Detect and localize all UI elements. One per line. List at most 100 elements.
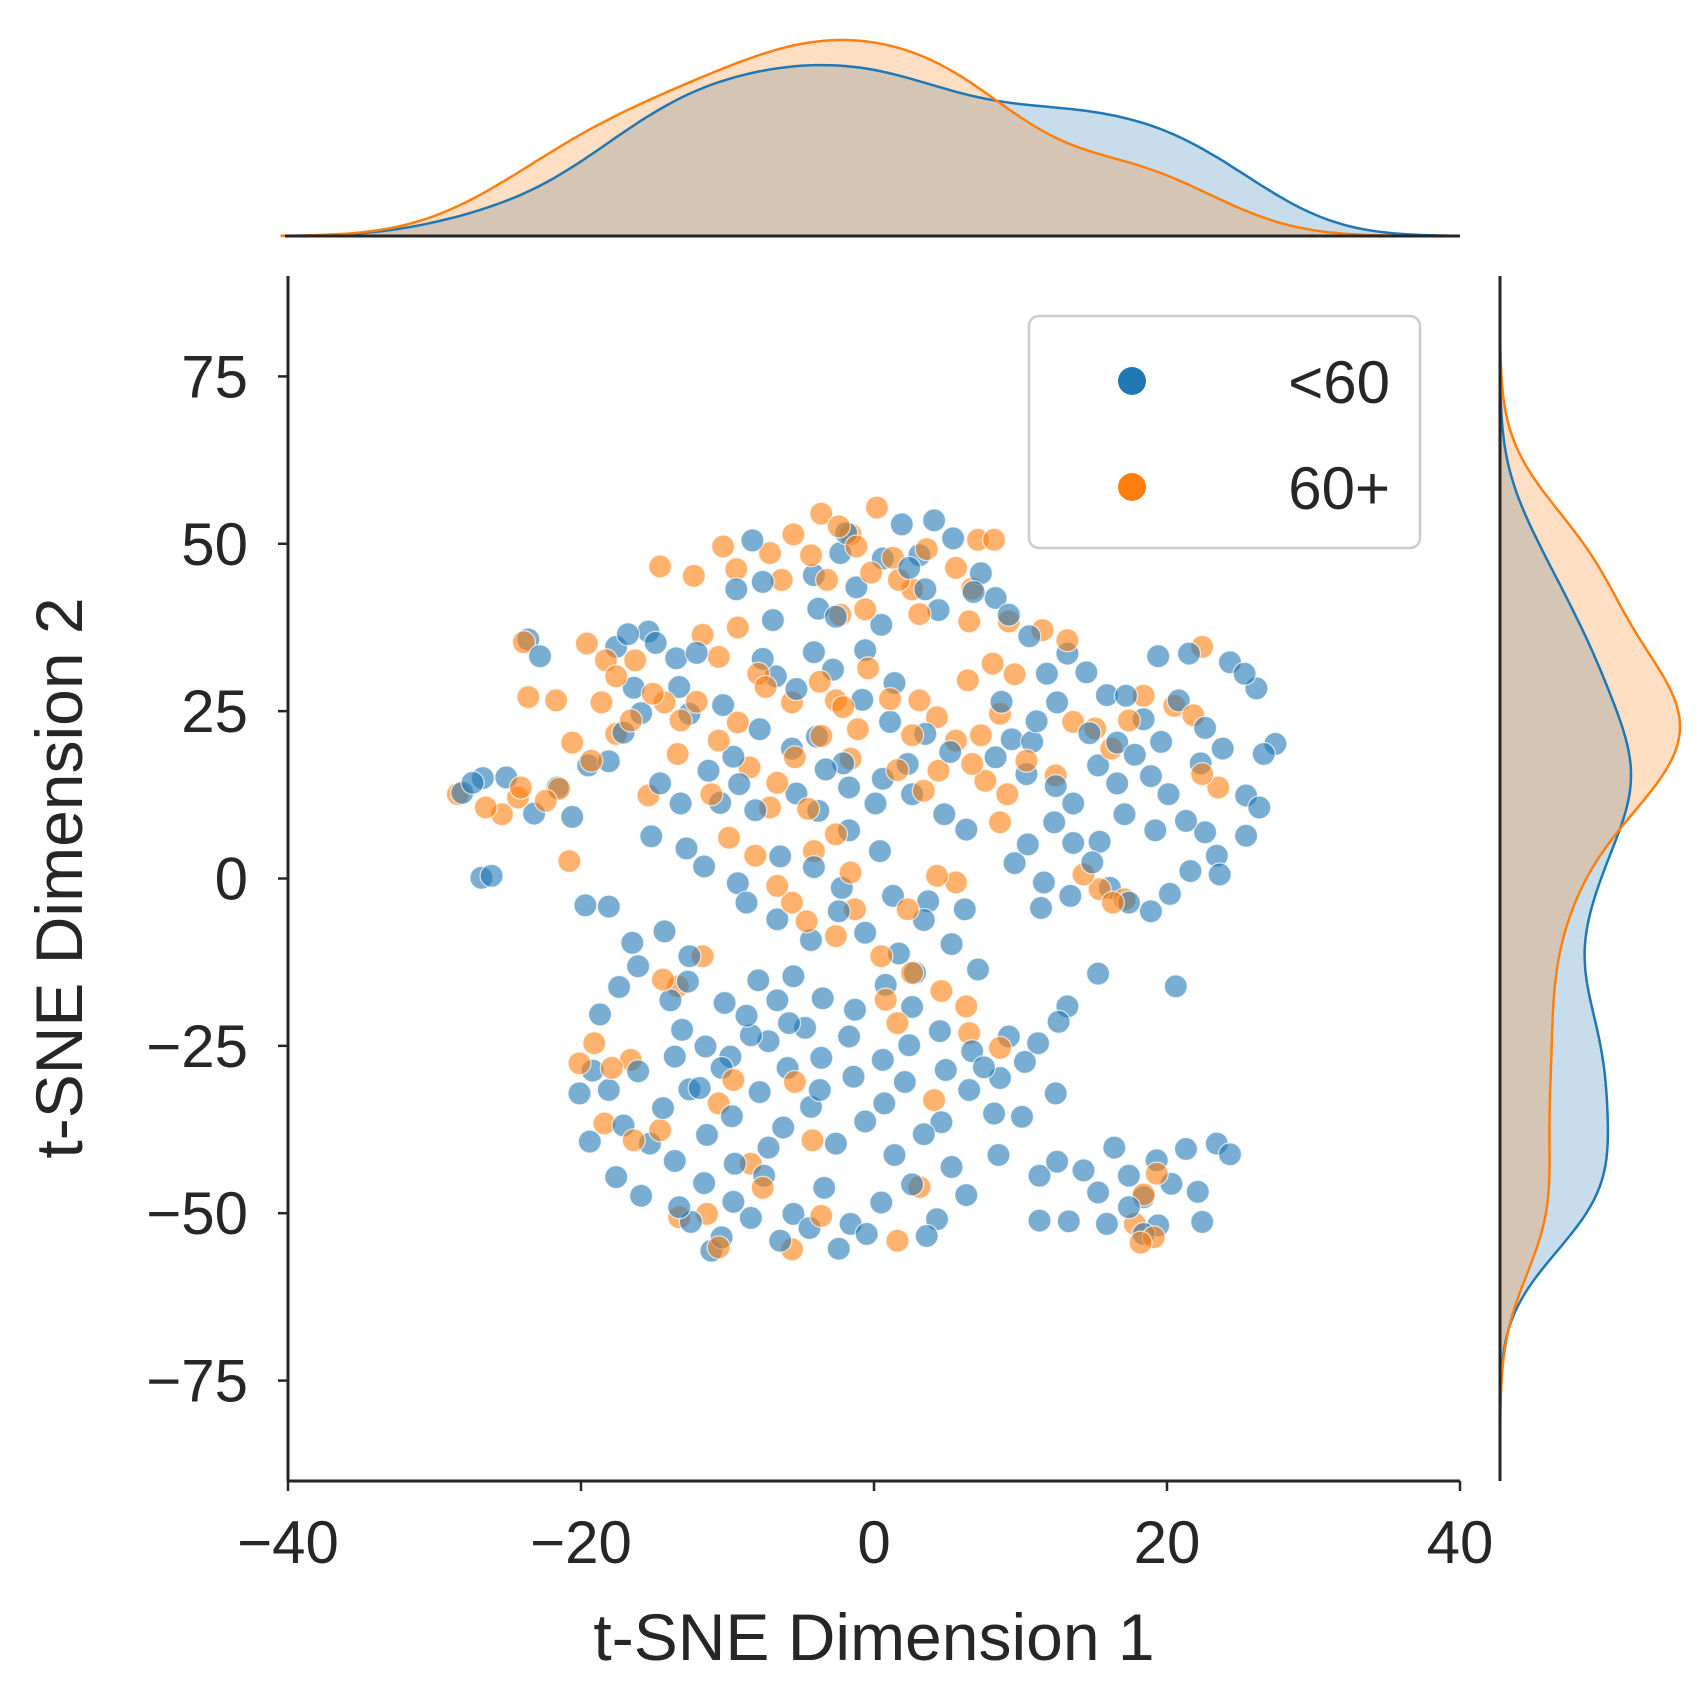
point-under-60: [911, 1122, 936, 1147]
point-60-plus: [567, 1051, 592, 1076]
point-under-60: [647, 771, 673, 796]
point-60-plus: [926, 758, 951, 783]
point-60-plus: [899, 723, 925, 748]
point-under-60: [1012, 1049, 1038, 1075]
point-under-60: [954, 1182, 979, 1208]
point-under-60: [853, 1109, 878, 1134]
point-under-60: [1122, 742, 1147, 767]
right-kde-fill-under-60: [1500, 276, 1631, 1481]
point-60-plus: [795, 796, 821, 822]
point-under-60: [1247, 795, 1272, 820]
point-60-plus: [1144, 1161, 1169, 1186]
point-under-60: [606, 974, 632, 1000]
point-under-60: [971, 1055, 997, 1080]
point-under-60: [1043, 1081, 1068, 1106]
point-60-plus: [943, 555, 969, 581]
point-60-plus: [684, 689, 709, 714]
point-60-plus: [1055, 628, 1080, 653]
point-60-plus: [987, 810, 1013, 835]
point-under-60: [747, 1079, 772, 1105]
point-under-60: [812, 1175, 837, 1200]
point-under-60: [897, 555, 922, 581]
legend-label-under-60: <60: [1288, 349, 1390, 416]
point-under-60: [1080, 850, 1105, 875]
point-under-60: [1192, 820, 1218, 845]
point-under-60: [1077, 721, 1102, 746]
point-under-60: [932, 802, 957, 827]
point-60-plus: [877, 686, 903, 712]
point-under-60: [1002, 850, 1027, 876]
point-under-60: [1015, 832, 1040, 857]
point-under-60: [899, 994, 925, 1020]
x-axis-label: t-SNE Dimension 1: [593, 1600, 1154, 1674]
point-60-plus: [924, 705, 950, 730]
point-under-60: [1058, 883, 1083, 909]
point-under-60: [1233, 823, 1259, 848]
point-60-plus: [589, 690, 614, 715]
point-60-plus: [800, 1128, 825, 1153]
point-under-60: [694, 1122, 720, 1148]
point-under-60: [721, 1189, 746, 1214]
right-kde-line-60-plus: [1498, 276, 1682, 1481]
point-under-60: [781, 964, 806, 989]
point-60-plus: [473, 795, 498, 820]
point-60-plus: [516, 684, 541, 710]
point-under-60: [747, 717, 772, 742]
point-under-60: [882, 1142, 907, 1168]
point-60-plus: [921, 1087, 947, 1113]
point-under-60: [662, 1044, 687, 1069]
y-tick-label: 0: [215, 846, 248, 913]
point-under-60: [981, 1101, 1007, 1126]
point-under-60: [1138, 763, 1164, 789]
point-under-60: [734, 1003, 759, 1028]
point-under-60: [784, 676, 809, 702]
point-under-60: [1085, 961, 1111, 986]
point-under-60: [771, 1115, 796, 1140]
point-60-plus: [885, 1010, 910, 1036]
point-under-60: [813, 757, 838, 782]
point-under-60: [1085, 1180, 1111, 1205]
point-under-60: [870, 1047, 895, 1073]
point-under-60: [853, 920, 878, 945]
legend: <60 60+: [1027, 314, 1422, 550]
point-under-60: [1192, 715, 1218, 741]
point-under-60: [823, 1131, 849, 1156]
point-60-plus: [665, 741, 690, 767]
point-60-plus: [1190, 761, 1215, 787]
point-under-60: [691, 854, 717, 879]
point-under-60: [710, 692, 736, 718]
point-under-60: [674, 836, 699, 861]
point-60-plus: [668, 708, 693, 733]
point-under-60: [776, 1010, 802, 1036]
point-under-60: [604, 1164, 629, 1190]
point-under-60: [844, 575, 869, 600]
top-marginal-kde: [280, 38, 1461, 238]
point-under-60: [1116, 1163, 1142, 1188]
y-axis-ticks: −75 −50 −25 0 25 50 75: [146, 343, 288, 1415]
point-60-plus: [647, 1118, 673, 1143]
point-under-60: [734, 890, 759, 915]
point-60-plus: [623, 648, 648, 673]
x-axis-ticks: −40 −20 0 20 40: [237, 1481, 1493, 1576]
point-60-plus: [907, 688, 932, 713]
point-60-plus: [621, 1128, 646, 1153]
point-60-plus: [1014, 748, 1039, 773]
point-under-60: [1046, 1009, 1071, 1034]
point-under-60: [639, 824, 664, 849]
point-under-60: [952, 897, 977, 922]
point-60-plus: [716, 825, 742, 850]
point-60-plus: [560, 730, 585, 755]
point-under-60: [869, 1190, 894, 1215]
point-60-plus: [582, 1031, 607, 1056]
point-under-60: [939, 931, 964, 957]
point-under-60: [1190, 1209, 1215, 1235]
point-60-plus: [508, 775, 534, 800]
point-under-60: [1031, 870, 1057, 895]
point-under-60: [826, 899, 851, 924]
point-under-60: [986, 1142, 1011, 1168]
scatter-points: [445, 495, 1288, 1263]
point-under-60: [567, 1081, 592, 1106]
point-60-plus: [981, 527, 1007, 552]
point-under-60: [1061, 791, 1086, 816]
